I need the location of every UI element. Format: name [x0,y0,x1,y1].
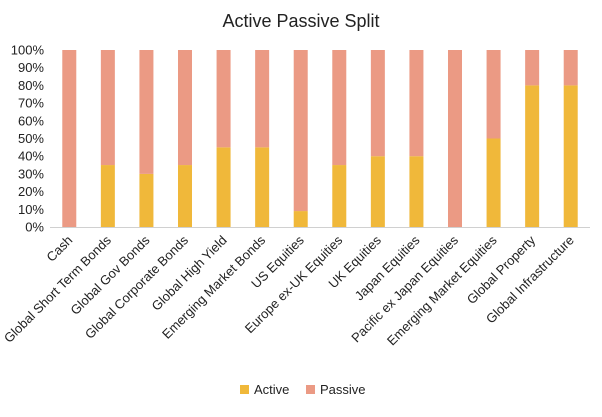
bar-segment-passive [100,50,115,166]
x-tick-label: Cash [43,233,75,265]
y-tick-label: 0% [25,220,44,235]
y-tick-label: 80% [18,78,44,93]
y-tick-label: 20% [18,184,44,199]
y-tick-label: 90% [18,60,44,75]
bar-segment-passive [486,50,501,139]
bar-segment-active [100,165,115,227]
bar-segment-active [525,85,540,228]
legend-swatch-passive [306,385,315,394]
bar-segment-active [563,85,578,228]
y-tick-label: 100% [11,43,45,58]
y-tick-label: 60% [18,113,44,128]
legend: Active Passive [240,382,366,397]
bar-segment-passive [448,50,462,227]
bar-segment-passive [216,50,231,148]
y-tick-label: 10% [18,202,44,217]
bar-segment-passive [409,50,424,157]
bar-segment-passive [178,50,192,166]
bar-segment-passive [255,50,270,148]
bars [62,50,578,228]
chart-title: Active Passive Split [222,11,379,31]
y-axis: 0% 10% 20% 30% 40% 50% 60% 70% 80% 90% 100% [11,43,45,235]
y-tick-label: 70% [18,96,44,111]
bar-segment-active [370,156,385,227]
bar-segment-active [255,147,270,227]
bar-segment-active [486,138,501,227]
bar-segment-active [293,211,308,227]
bar-segment-passive [370,50,385,157]
x-tick-label: Global Property [464,232,539,307]
legend-swatch-active [240,385,249,394]
y-tick-label: 40% [18,149,44,164]
bar-segment-passive [563,50,578,86]
bar-segment-active [216,147,231,227]
legend-label-active: Active [254,382,289,397]
y-tick-label: 30% [18,166,44,181]
legend-label-passive: Passive [320,382,366,397]
bar-segment-passive [293,50,308,212]
bar-segment-active [332,165,347,227]
bar-segment-passive [62,50,77,227]
bar-segment-active [139,173,154,227]
bar-segment-active [409,156,424,227]
bar-segment-passive [525,50,540,86]
y-tick-label: 50% [18,131,44,146]
bar-segment-passive [332,50,347,166]
bar-segment-passive [139,50,154,174]
bar-segment-active [178,165,192,227]
